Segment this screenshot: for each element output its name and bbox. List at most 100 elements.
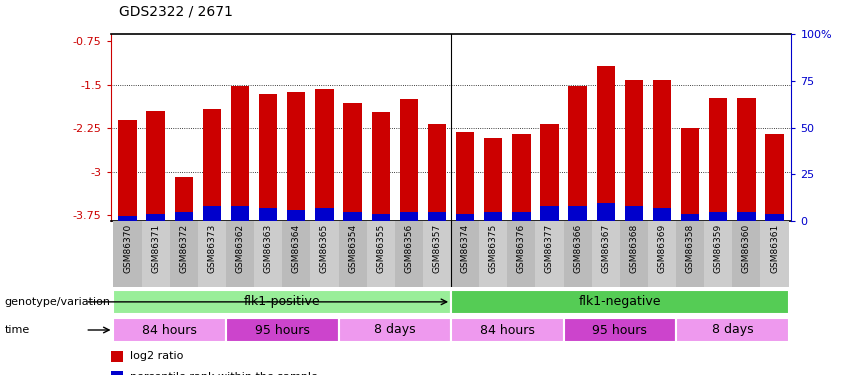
FancyBboxPatch shape — [676, 318, 789, 342]
Bar — [705, 221, 733, 287]
Bar — [456, 132, 474, 221]
Bar — [625, 206, 643, 221]
Bar — [737, 98, 756, 221]
Text: GSM86372: GSM86372 — [180, 224, 188, 273]
Bar — [765, 214, 784, 221]
Bar — [591, 221, 620, 287]
Text: GDS2322 / 2671: GDS2322 / 2671 — [119, 5, 233, 19]
Bar — [653, 208, 671, 221]
Bar — [344, 212, 362, 221]
Bar — [169, 221, 197, 287]
Bar — [597, 202, 615, 221]
Bar — [259, 208, 277, 221]
Bar — [287, 210, 306, 221]
Bar — [254, 221, 283, 287]
Text: GSM86359: GSM86359 — [714, 224, 722, 273]
Bar — [203, 206, 221, 221]
Bar — [653, 80, 671, 221]
Bar — [428, 212, 446, 221]
Text: 95 hours: 95 hours — [592, 324, 648, 336]
Bar — [226, 221, 254, 287]
Text: 84 hours: 84 hours — [480, 324, 534, 336]
Bar — [568, 206, 587, 221]
Bar — [709, 98, 728, 221]
Text: GSM86373: GSM86373 — [208, 224, 216, 273]
Text: GSM86376: GSM86376 — [517, 224, 526, 273]
Text: log2 ratio: log2 ratio — [129, 351, 183, 361]
Bar — [709, 212, 728, 221]
Bar — [367, 221, 395, 287]
Bar — [423, 221, 451, 287]
Text: GSM86361: GSM86361 — [770, 224, 779, 273]
Bar — [456, 214, 474, 221]
Text: GSM86356: GSM86356 — [404, 224, 414, 273]
Bar — [113, 221, 141, 287]
Bar — [395, 221, 423, 287]
Bar — [681, 128, 700, 221]
Text: percentile rank within the sample: percentile rank within the sample — [129, 372, 317, 375]
FancyBboxPatch shape — [113, 290, 451, 314]
Bar — [733, 221, 761, 287]
Text: GSM86357: GSM86357 — [432, 224, 442, 273]
Bar — [372, 214, 390, 221]
Bar — [259, 93, 277, 221]
Bar — [484, 138, 502, 221]
Text: GSM86360: GSM86360 — [742, 224, 751, 273]
Bar — [535, 221, 563, 287]
Bar — [339, 221, 367, 287]
Bar — [451, 221, 479, 287]
Text: GSM86358: GSM86358 — [686, 224, 694, 273]
Bar — [111, 351, 123, 362]
Text: GSM86371: GSM86371 — [151, 224, 160, 273]
Bar — [625, 80, 643, 221]
FancyBboxPatch shape — [339, 318, 451, 342]
Text: 84 hours: 84 hours — [142, 324, 197, 336]
Bar — [568, 86, 587, 221]
Text: flk1-positive: flk1-positive — [244, 296, 321, 308]
Bar — [540, 124, 558, 221]
Text: GSM86370: GSM86370 — [123, 224, 132, 273]
Bar — [400, 212, 418, 221]
Text: GSM86355: GSM86355 — [376, 224, 386, 273]
Text: flk1-negative: flk1-negative — [579, 296, 661, 308]
Text: GSM86363: GSM86363 — [264, 224, 272, 273]
Bar — [512, 134, 530, 221]
Bar — [372, 112, 390, 221]
Text: GSM86354: GSM86354 — [348, 224, 357, 273]
Bar — [315, 208, 334, 221]
Bar — [597, 66, 615, 221]
Bar — [231, 86, 249, 221]
FancyBboxPatch shape — [113, 318, 226, 342]
Text: GSM86364: GSM86364 — [292, 224, 300, 273]
FancyBboxPatch shape — [451, 318, 563, 342]
Text: time: time — [4, 325, 30, 335]
Text: GSM86368: GSM86368 — [630, 224, 638, 273]
Bar — [540, 206, 558, 221]
FancyBboxPatch shape — [563, 318, 676, 342]
Text: GSM86367: GSM86367 — [602, 224, 610, 273]
Bar — [676, 221, 705, 287]
Bar — [507, 221, 535, 287]
Bar — [315, 89, 334, 221]
Bar — [311, 221, 339, 287]
Bar — [146, 214, 165, 221]
Bar — [141, 221, 169, 287]
Text: 95 hours: 95 hours — [254, 324, 310, 336]
Bar — [400, 99, 418, 221]
Text: GSM86375: GSM86375 — [488, 224, 498, 273]
Text: 8 days: 8 days — [711, 324, 753, 336]
Text: GSM86362: GSM86362 — [236, 224, 244, 273]
Bar — [737, 212, 756, 221]
Bar — [428, 124, 446, 221]
Bar — [484, 212, 502, 221]
Bar — [287, 92, 306, 221]
Text: GSM86369: GSM86369 — [658, 224, 666, 273]
FancyBboxPatch shape — [226, 318, 339, 342]
Text: GSM86377: GSM86377 — [545, 224, 554, 273]
Bar — [174, 212, 193, 221]
Bar — [648, 221, 676, 287]
Bar — [118, 120, 137, 221]
Bar — [563, 221, 591, 287]
Text: genotype/variation: genotype/variation — [4, 297, 111, 307]
Bar — [765, 134, 784, 221]
